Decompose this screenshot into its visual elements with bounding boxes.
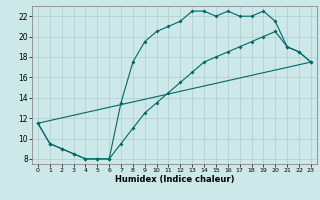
X-axis label: Humidex (Indice chaleur): Humidex (Indice chaleur) <box>115 175 234 184</box>
